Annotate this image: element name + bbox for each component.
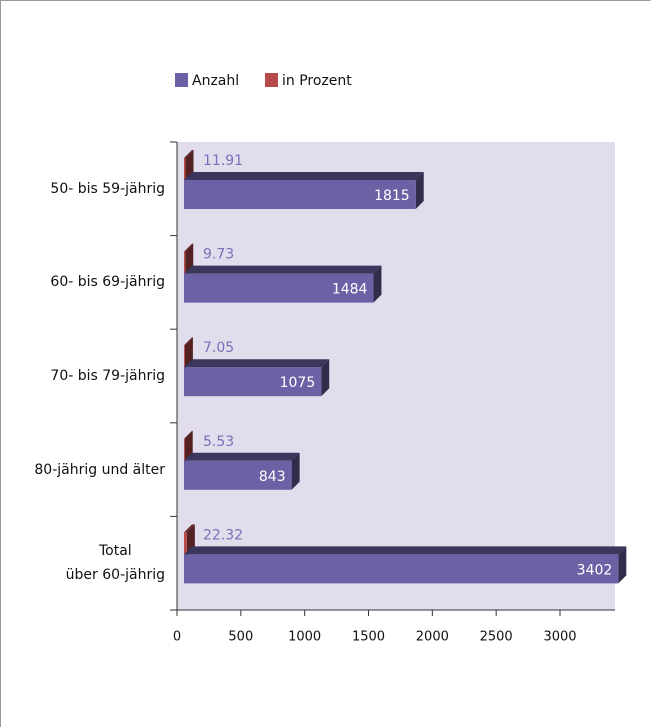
- bar-side: [415, 172, 424, 209]
- value-label: 1075: [280, 375, 316, 391]
- value-label: 9.73: [203, 247, 234, 263]
- bar-top: [184, 430, 193, 439]
- bar-top: [184, 359, 330, 368]
- bar: [184, 180, 416, 209]
- value-label: 843: [259, 469, 286, 485]
- value-label: 22.32: [203, 527, 243, 543]
- bar-side: [321, 359, 330, 397]
- bar-top: [184, 265, 382, 274]
- value-label: 3402: [577, 562, 613, 578]
- value-label: 1815: [374, 188, 410, 204]
- value-label: 11.91: [203, 153, 243, 169]
- value-label: 5.53: [203, 434, 234, 450]
- y-tick-label: 50- bis 59-jährig: [50, 180, 165, 197]
- y-tick-label: 70- bis 79-jährig: [50, 368, 165, 384]
- bar-side: [373, 265, 382, 303]
- y-tick-label: 60- bis 69-jährig: [50, 274, 165, 291]
- x-tick-label: 0: [173, 630, 181, 645]
- x-tick-label: 1000: [288, 630, 321, 645]
- bar-top: [184, 452, 300, 461]
- bar-top: [184, 337, 193, 346]
- legend-swatch: [175, 73, 188, 87]
- value-label: 7.05: [203, 340, 234, 356]
- bar: [184, 273, 374, 303]
- legend-label: in Prozent: [282, 73, 352, 89]
- bar: [184, 367, 322, 397]
- bar: [184, 158, 186, 182]
- legend-label: Anzahl: [192, 73, 239, 89]
- bar: [184, 532, 187, 557]
- x-tick-label: 2500: [480, 630, 513, 645]
- bar: [184, 251, 186, 276]
- x-tick-label: 3000: [543, 630, 576, 645]
- y-tick-label: 80-jährig und älter: [34, 461, 165, 478]
- bar-side: [618, 546, 627, 584]
- x-tick-label: 500: [228, 630, 253, 645]
- value-label: 1484: [332, 282, 368, 298]
- bar-side: [291, 452, 300, 490]
- x-tick-label: 1500: [352, 630, 385, 645]
- bar: [184, 345, 185, 370]
- bar-top: [184, 243, 194, 252]
- bar-top: [184, 150, 194, 158]
- bar-top: [184, 172, 424, 180]
- bar: [184, 438, 185, 463]
- x-tick-label: 2000: [416, 630, 449, 645]
- bar: [184, 460, 292, 490]
- y-tick-label: Total über 60-jährig: [65, 543, 165, 584]
- legend-swatch: [265, 73, 278, 87]
- bar: [184, 554, 619, 584]
- bar-top: [184, 524, 195, 533]
- bar-top: [184, 546, 627, 555]
